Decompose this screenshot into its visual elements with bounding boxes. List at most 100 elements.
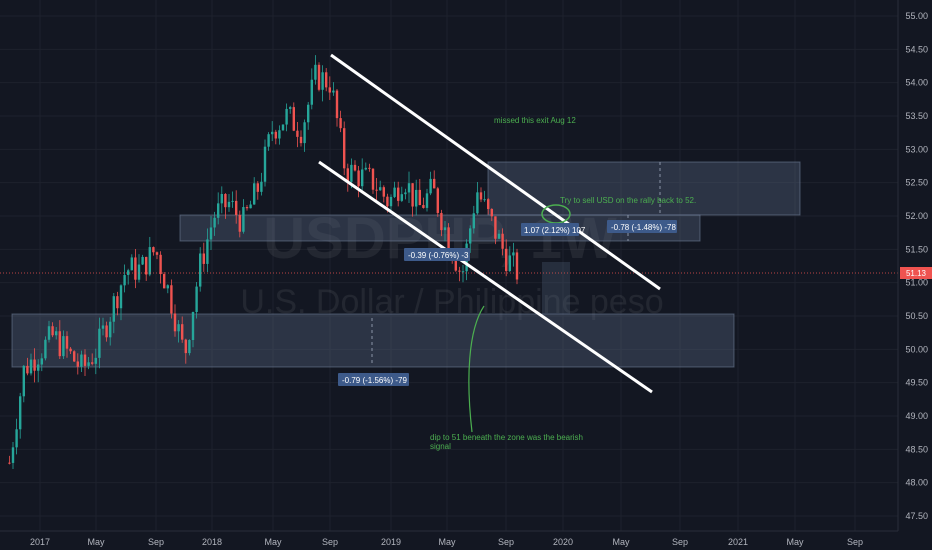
candle-body: [62, 336, 65, 357]
candle-body: [479, 192, 483, 200]
candle-body: [130, 257, 133, 271]
candle-body: [389, 196, 393, 207]
candle-body: [242, 207, 245, 232]
candle-body: [317, 64, 321, 90]
candle-body: [224, 193, 227, 208]
candle-body: [87, 362, 90, 366]
candle-body: [321, 72, 324, 90]
time-tick-label: May: [612, 537, 630, 547]
candle-body: [11, 447, 15, 463]
candle-body: [267, 134, 270, 147]
resistance-zone-top[interactable]: [487, 161, 801, 216]
candle-body: [411, 183, 414, 207]
candle-body: [332, 90, 335, 93]
time-tick-label: May: [438, 537, 456, 547]
candle-body: [512, 252, 515, 256]
candle-body: [515, 252, 519, 280]
measure-label-box-3[interactable]: [404, 248, 470, 261]
price-tick-label: 51.00: [905, 278, 928, 288]
candle-body: [91, 362, 94, 364]
candle-body: [350, 164, 353, 182]
candle-body: [418, 189, 421, 206]
time-tick-label: 2020: [553, 537, 573, 547]
candle-body: [361, 169, 364, 187]
candle-body: [181, 324, 184, 340]
price-tick-label: 48.50: [905, 444, 928, 454]
price-tick-label: 53.50: [905, 111, 928, 121]
candle-body: [292, 107, 295, 131]
candle-body: [483, 199, 486, 201]
candle-body: [22, 365, 25, 397]
time-tick-label: May: [264, 537, 282, 547]
candle-body: [163, 274, 166, 289]
measure-label-box-4[interactable]: [338, 373, 409, 386]
time-tick-label: May: [786, 537, 804, 547]
candle-body: [263, 146, 267, 182]
time-tick-label: Sep: [498, 537, 514, 547]
price-tick-label: 53.00: [905, 144, 928, 154]
candle-body: [274, 131, 277, 139]
candle-body: [195, 286, 198, 313]
measure-label-box-2[interactable]: [607, 220, 677, 233]
candle-body: [447, 227, 450, 252]
candle-body: [285, 108, 288, 125]
candle-body: [94, 357, 97, 364]
candle-body: [112, 296, 115, 322]
measure-label-2: -0.78 (-1.48%) -78: [611, 223, 676, 232]
price-axis-labels[interactable]: 55.00 54.50 54.00 53.50 53.00 52.50 52.00 51.50…: [905, 11, 928, 521]
channel-top-trendline[interactable]: [330, 53, 661, 291]
candle-body: [346, 168, 349, 182]
price-tick-label: 50.50: [905, 311, 928, 321]
candle-body: [231, 200, 234, 202]
candle-body: [494, 216, 497, 239]
channel-bottom-trendline[interactable]: [318, 160, 653, 394]
candle-body: [58, 331, 61, 357]
candle-body: [440, 212, 443, 231]
annotation-missed-exit: missed this exit Aug 12: [494, 116, 576, 125]
candle-body: [256, 183, 259, 192]
candle-body: [281, 124, 285, 131]
candle-body: [307, 104, 310, 123]
candle-body: [328, 87, 331, 93]
candle-body: [76, 361, 79, 367]
current-price-tag-label: 51.13: [906, 269, 927, 278]
candle-body: [461, 271, 465, 273]
candle-body: [116, 296, 119, 309]
candle-body: [296, 130, 299, 137]
candle-body: [73, 351, 76, 362]
annotation-dip-line2: signal: [430, 442, 451, 451]
time-axis-labels[interactable]: 2017 May Sep 2018 May Sep 2019 May Sep 2020 May Sep…: [30, 537, 863, 547]
candle-body: [400, 194, 403, 201]
candle-body: [371, 168, 375, 190]
candle-body: [278, 130, 281, 139]
candle-body: [303, 122, 306, 144]
price-tick-label: 51.50: [905, 244, 928, 254]
candle-body: [109, 321, 112, 338]
candle-body: [487, 199, 490, 209]
candle-body: [37, 364, 40, 371]
candle-body: [137, 264, 141, 280]
price-tick-label: 55.00: [905, 11, 928, 21]
price-tick-label: 50.00: [905, 344, 928, 354]
candle-body: [141, 256, 144, 265]
candle-body: [271, 131, 274, 135]
support-zone-lower[interactable]: [11, 313, 735, 368]
candle-body: [220, 193, 223, 204]
measure-range-box[interactable]: [542, 262, 570, 314]
measure-label-box-1[interactable]: [521, 223, 579, 236]
candle-body: [375, 189, 378, 191]
candle-body: [433, 178, 436, 189]
candle-body: [501, 233, 504, 249]
candle-body: [436, 188, 439, 213]
time-tick-label: Sep: [148, 537, 164, 547]
candle-body: [33, 359, 36, 371]
candle-body: [253, 183, 256, 205]
candle-body: [119, 285, 123, 309]
candle-body: [508, 255, 511, 272]
time-tick-label: 2017: [30, 537, 50, 547]
candle-body: [123, 275, 126, 286]
annotation-arrow[interactable]: [468, 305, 485, 433]
time-tick-label: 2021: [728, 537, 748, 547]
